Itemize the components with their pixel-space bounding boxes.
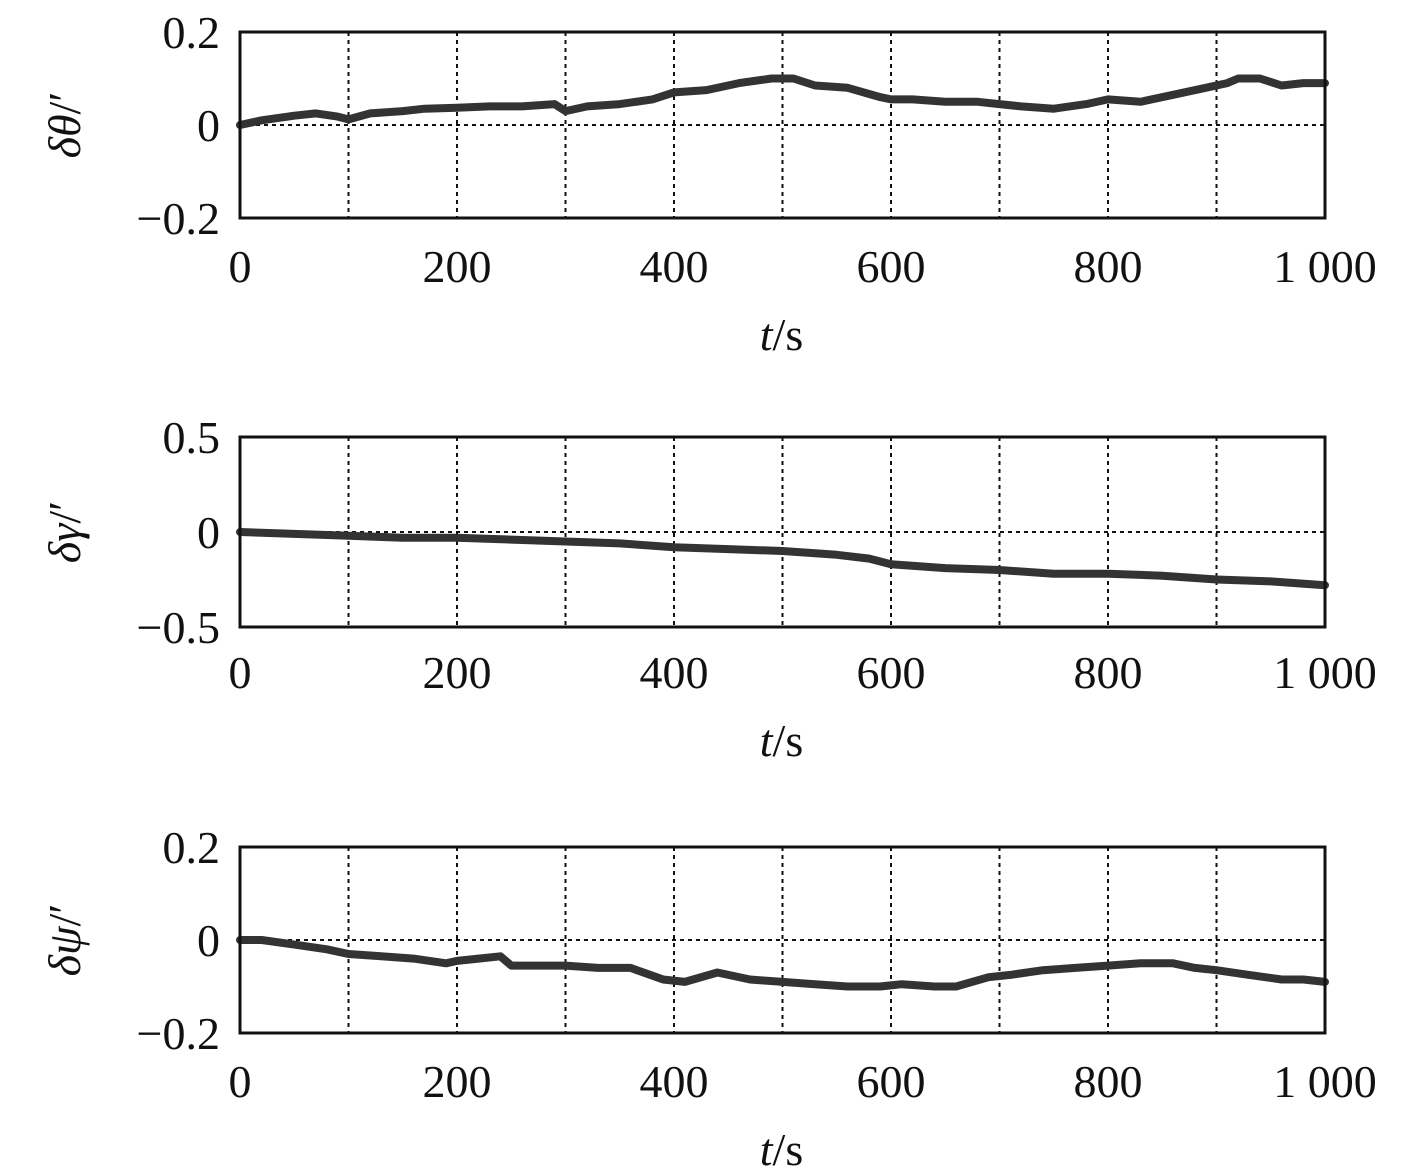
x-tick-label: 400 <box>640 1056 709 1107</box>
x-tick-label: 0 <box>229 241 252 292</box>
x-tick-label: 800 <box>1074 1056 1143 1107</box>
x-tick-label: 1 000 <box>1273 647 1377 698</box>
y-axis-label: δγ/′ <box>39 501 90 563</box>
series-line <box>236 528 1329 590</box>
y-tick-label: 0.2 <box>163 7 221 58</box>
x-tick-label: 400 <box>640 647 709 698</box>
x-tick-label: 400 <box>640 241 709 292</box>
x-axis-label: t/s <box>760 715 803 766</box>
y-tick-label: −0.5 <box>137 602 220 653</box>
x-tick-label: 600 <box>857 241 926 292</box>
y-axis-label: δψ/′ <box>39 904 90 977</box>
x-tick-label: 200 <box>423 647 492 698</box>
x-tick-label: 0 <box>229 1056 252 1107</box>
x-axis-label: t/s <box>760 1124 803 1173</box>
y-tick-label: −0.2 <box>137 193 220 244</box>
plot-frame <box>238 845 1327 1035</box>
x-tick-label: 800 <box>1074 647 1143 698</box>
x-tick-label: 1 000 <box>1273 1056 1377 1107</box>
x-axis-label: t/s <box>760 309 803 360</box>
y-tick-label: 0 <box>197 915 220 966</box>
plot-frame <box>238 435 1327 629</box>
x-tick-label: 1 000 <box>1273 241 1377 292</box>
y-tick-label: 0 <box>197 100 220 151</box>
y-tick-label: −0.2 <box>137 1008 220 1059</box>
x-tick-label: 200 <box>423 1056 492 1107</box>
x-tick-label: 0 <box>229 647 252 698</box>
plot-frame <box>238 30 1327 220</box>
x-tick-label: 200 <box>423 241 492 292</box>
y-axis-label: δθ/′ <box>39 92 90 159</box>
series-line <box>236 936 1329 991</box>
x-tick-label: 800 <box>1074 241 1143 292</box>
x-tick-label: 600 <box>857 1056 926 1107</box>
y-tick-label: 0.5 <box>163 412 221 463</box>
y-tick-label: 0.2 <box>163 822 221 873</box>
series-line <box>236 74 1329 129</box>
x-tick-label: 600 <box>857 647 926 698</box>
y-tick-label: 0 <box>197 507 220 558</box>
